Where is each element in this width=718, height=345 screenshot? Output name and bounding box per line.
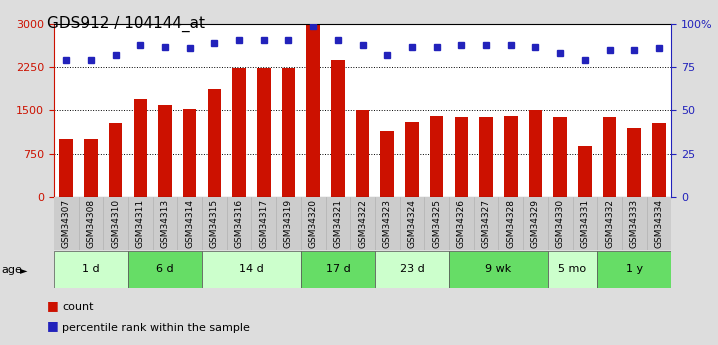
Bar [301, 251, 375, 288]
Text: GSM34307: GSM34307 [62, 199, 70, 248]
Bar [528, 110, 542, 197]
Text: GSM34311: GSM34311 [136, 199, 145, 248]
Text: GSM34317: GSM34317 [259, 199, 269, 248]
Text: 6 d: 6 d [157, 265, 174, 274]
Bar [331, 60, 345, 197]
Text: 17 d: 17 d [325, 265, 350, 274]
Bar [449, 251, 548, 288]
Text: ■: ■ [47, 319, 58, 333]
Text: ■: ■ [47, 299, 58, 312]
Text: GSM34325: GSM34325 [432, 199, 441, 248]
Bar [554, 117, 567, 197]
Text: GSM34333: GSM34333 [630, 199, 639, 248]
Text: GSM34319: GSM34319 [284, 199, 293, 248]
Bar [548, 251, 597, 288]
Bar [307, 25, 320, 197]
Text: 14 d: 14 d [239, 265, 264, 274]
Text: GSM34328: GSM34328 [506, 199, 516, 248]
Text: 1 y: 1 y [625, 265, 643, 274]
Text: GSM34327: GSM34327 [482, 199, 490, 248]
Bar [54, 251, 128, 288]
Text: 5 mo: 5 mo [559, 265, 587, 274]
Text: percentile rank within the sample: percentile rank within the sample [62, 323, 251, 333]
Text: GSM34321: GSM34321 [333, 199, 342, 248]
Bar [375, 251, 449, 288]
Bar [158, 105, 172, 197]
Bar [430, 116, 444, 197]
Text: GSM34314: GSM34314 [185, 199, 194, 248]
Text: age: age [1, 265, 22, 275]
Text: GSM34329: GSM34329 [531, 199, 540, 248]
Bar [628, 128, 641, 197]
Text: 23 d: 23 d [400, 265, 424, 274]
Text: GSM34331: GSM34331 [580, 199, 589, 248]
Text: GSM34308: GSM34308 [86, 199, 95, 248]
Bar [109, 123, 122, 197]
Text: ►: ► [20, 265, 27, 275]
Text: GSM34313: GSM34313 [161, 199, 169, 248]
Bar [128, 251, 202, 288]
Text: GSM34330: GSM34330 [556, 199, 564, 248]
Text: GSM34316: GSM34316 [235, 199, 243, 248]
Bar [134, 99, 147, 197]
Text: GSM34322: GSM34322 [358, 199, 367, 248]
Bar [454, 117, 468, 197]
Bar [60, 139, 73, 197]
Bar [504, 116, 518, 197]
Bar [603, 117, 616, 197]
Text: GSM34320: GSM34320 [309, 199, 317, 248]
Text: 1 d: 1 d [82, 265, 100, 274]
Text: GSM34323: GSM34323 [383, 199, 392, 248]
Bar [183, 109, 197, 197]
Text: GDS912 / 104144_at: GDS912 / 104144_at [47, 16, 205, 32]
Text: GSM34334: GSM34334 [655, 199, 663, 248]
Bar [281, 68, 295, 197]
Bar [257, 68, 271, 197]
Bar [597, 251, 671, 288]
Bar [202, 251, 301, 288]
Text: GSM34315: GSM34315 [210, 199, 219, 248]
Bar [84, 139, 98, 197]
Bar [405, 122, 419, 197]
Bar [381, 131, 394, 197]
Bar [356, 110, 369, 197]
Text: count: count [62, 302, 94, 312]
Text: 9 wk: 9 wk [485, 265, 511, 274]
Text: GSM34332: GSM34332 [605, 199, 614, 248]
Bar [208, 89, 221, 197]
Text: GSM34310: GSM34310 [111, 199, 120, 248]
Bar [233, 68, 246, 197]
Text: GSM34324: GSM34324 [408, 199, 416, 248]
Text: GSM34326: GSM34326 [457, 199, 466, 248]
Bar [652, 123, 666, 197]
Bar [578, 146, 592, 197]
Bar [480, 117, 493, 197]
